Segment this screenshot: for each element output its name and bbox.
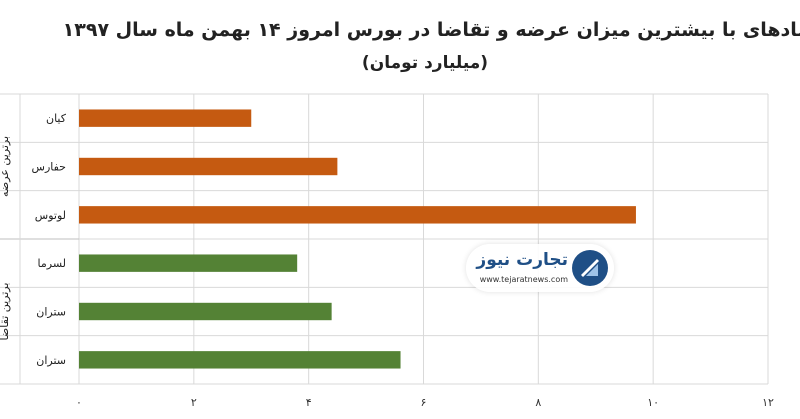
bar — [79, 206, 636, 224]
bar — [79, 109, 252, 127]
grid-lines — [0, 93, 769, 385]
category-label: لسرما — [38, 257, 66, 270]
group-label: برترین عرضه — [0, 136, 11, 197]
tejarat-news-logo-icon — [572, 250, 608, 286]
bar — [79, 157, 338, 176]
category-label: ستران — [36, 354, 66, 367]
logo-name: تجارت نیوز — [476, 250, 568, 270]
logo-url: www.tejaratnews.com — [479, 275, 568, 284]
bar — [79, 351, 401, 369]
group-labels: برترین عرضه برترین تقاضا — [0, 94, 79, 384]
bar — [79, 302, 332, 321]
category-label: لوتوس — [35, 209, 66, 222]
category-label: ستران — [36, 306, 66, 319]
x-tick-label: ۶ — [421, 396, 427, 409]
bar — [79, 254, 298, 272]
category-label: حفارس — [32, 161, 66, 174]
x-tick-label: ۴ — [306, 396, 312, 409]
category-label: کیان — [46, 112, 67, 125]
x-tick-label: ۸ — [535, 396, 541, 409]
watermark-logo: تجارت نیوز www.tejaratnews.com — [466, 244, 614, 292]
category-labels: کیان حفارس لوتوس لسرما ستران ستران — [32, 112, 67, 367]
chart-title: نمادهای با بیشترین میزان عرضه و تقاضا در… — [63, 19, 800, 41]
x-tick-label: ۱۰ — [647, 396, 659, 409]
x-tick-labels: ۰ ۲ ۴ ۶ ۸ ۱۰ ۱۲ — [76, 396, 774, 409]
x-tick-label: ۰ — [76, 396, 82, 409]
x-tick-label: ۱۲ — [762, 396, 774, 409]
bars — [79, 109, 636, 369]
chart-subtitle: (میلیارد تومان) — [362, 53, 488, 73]
x-tick-label: ۲ — [191, 396, 197, 409]
group-label: برترین تقاضا — [0, 283, 11, 341]
